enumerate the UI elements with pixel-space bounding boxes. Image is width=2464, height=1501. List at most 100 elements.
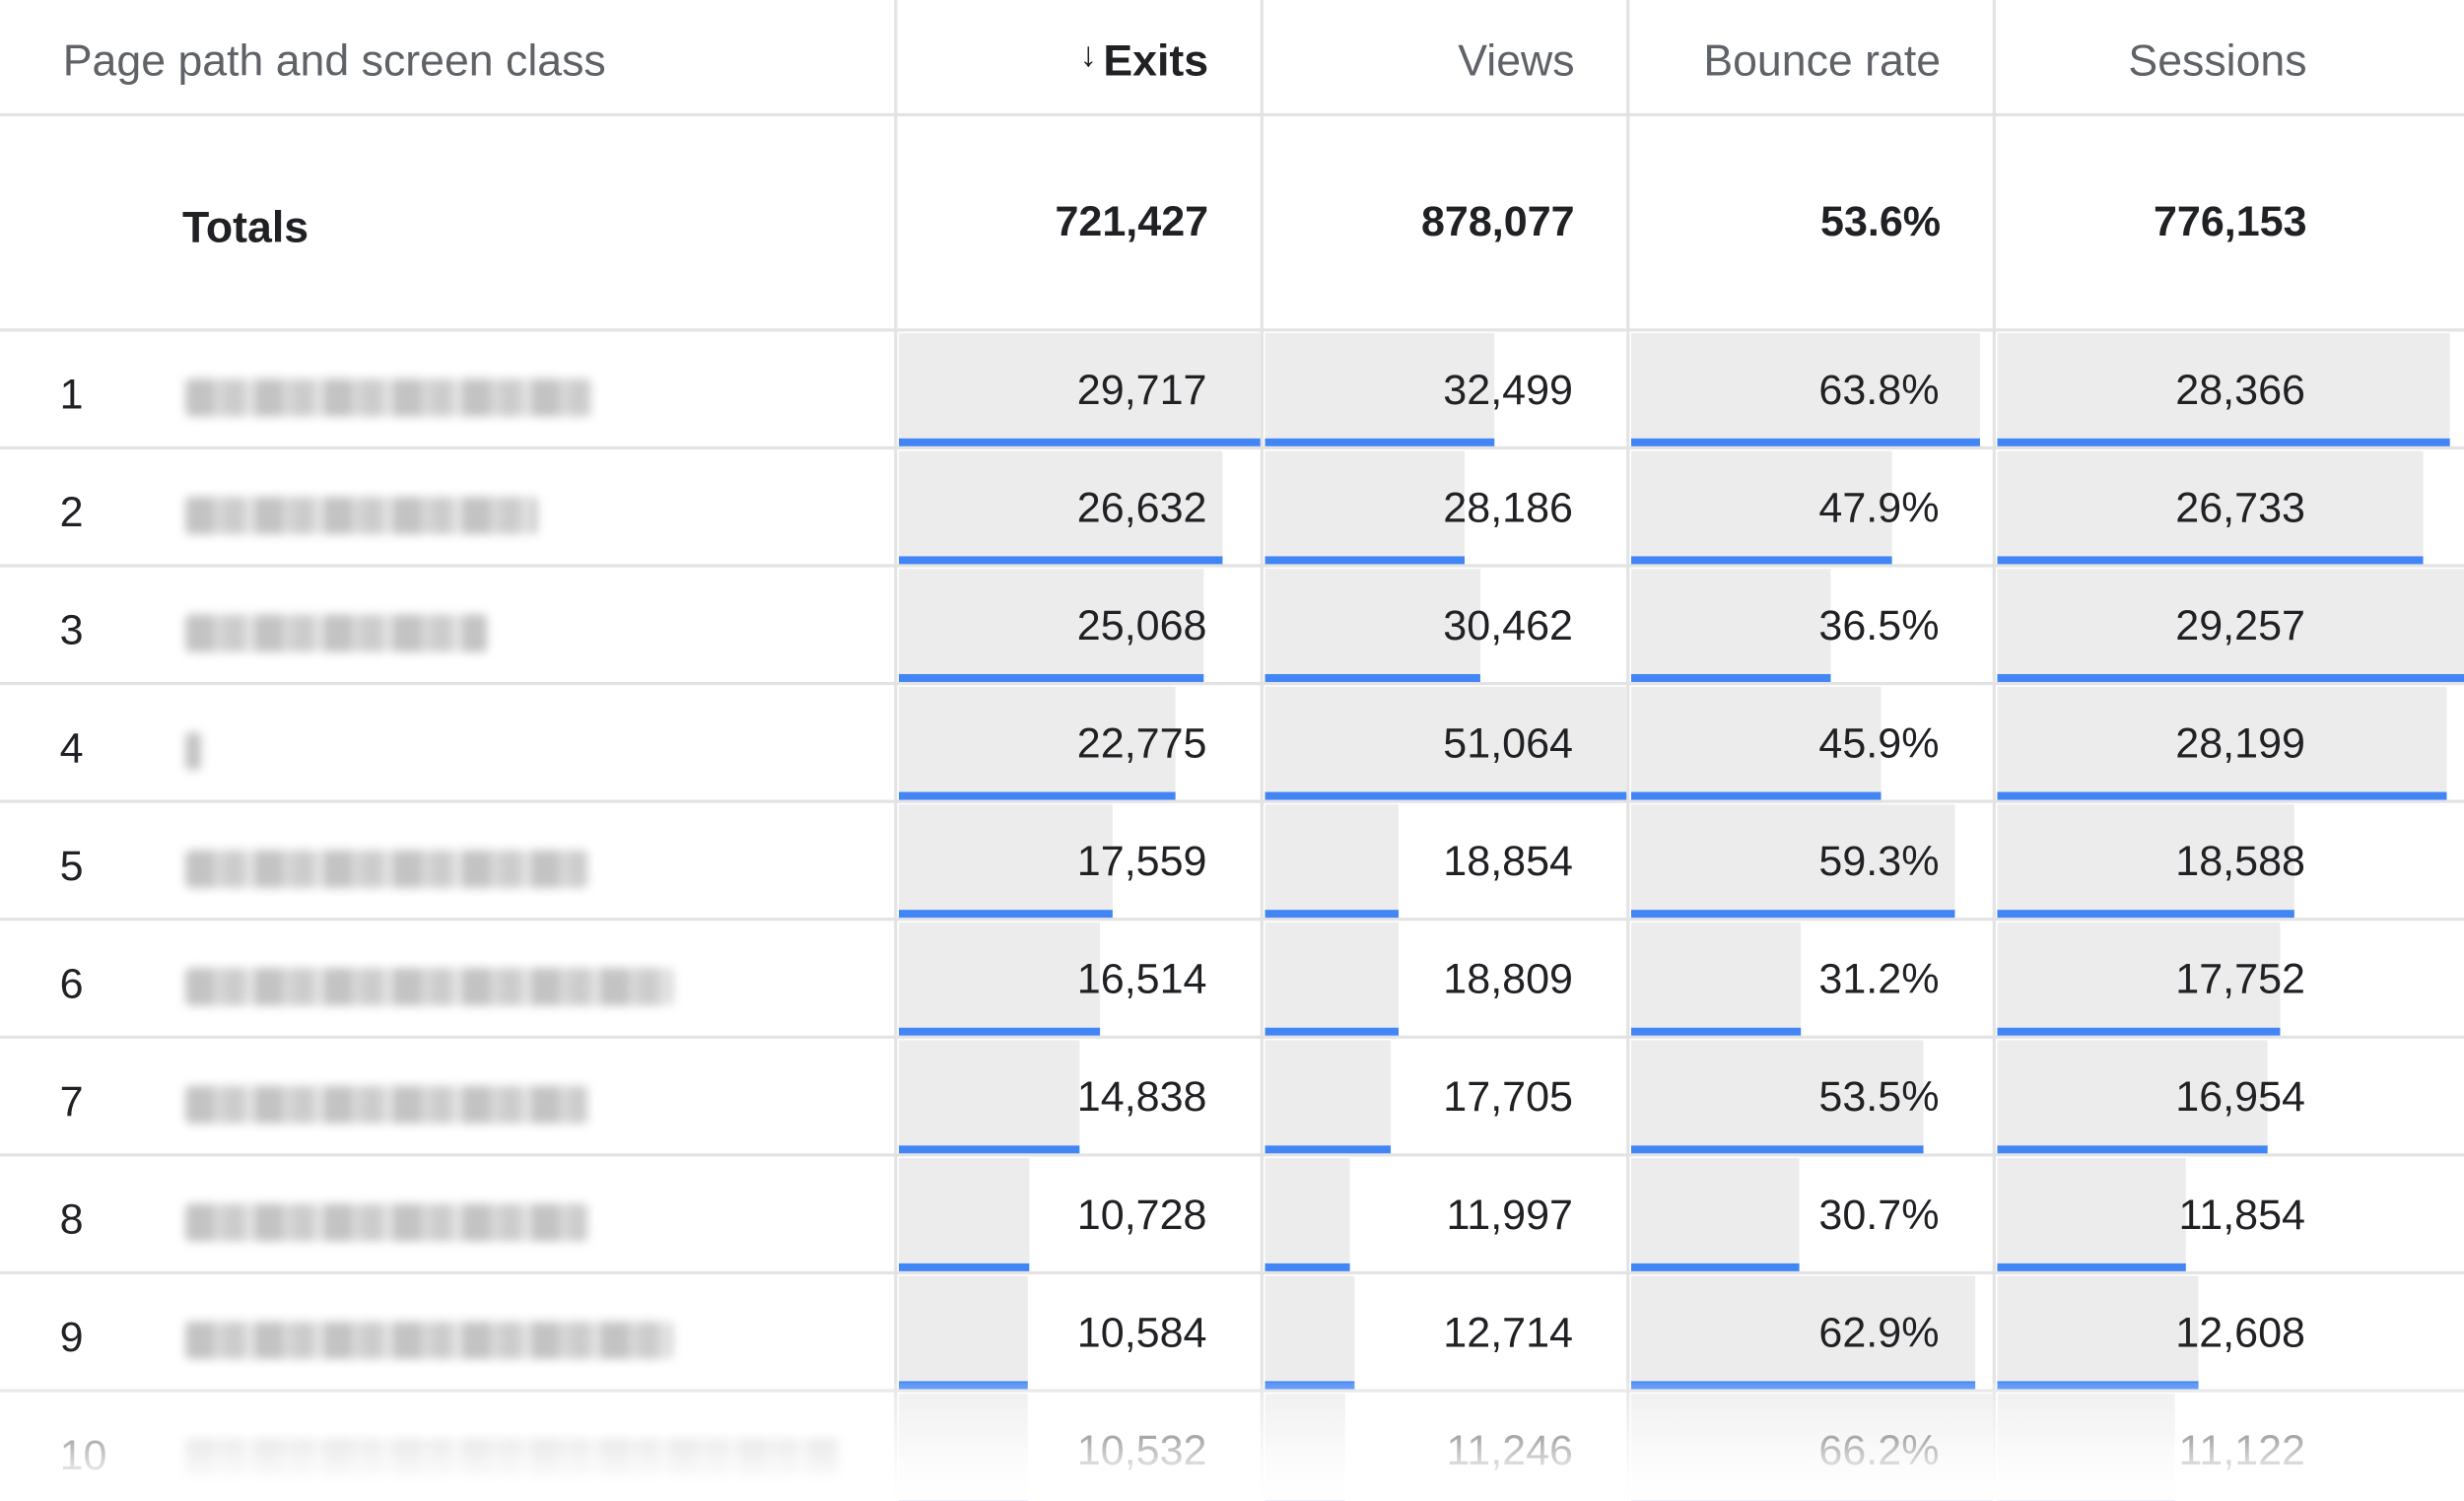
cell-bar-indicator — [1265, 1027, 1399, 1036]
cell-value: 51,064 — [1443, 719, 1573, 768]
column-header-page-path[interactable]: Page path and screen class — [62, 35, 606, 86]
table-row[interactable]: 10 10,532 11,246 66.2% 11,122 — [0, 1393, 2464, 1501]
cell-bounce-rate: 62.9% — [1630, 1274, 1993, 1390]
cell-value: 11,246 — [1446, 1426, 1573, 1474]
cell-bounce-rate: 53.5% — [1630, 1039, 1993, 1154]
redacted-page-path[interactable] — [185, 1085, 588, 1124]
redacted-page-path[interactable] — [185, 496, 538, 535]
cell-views: 11,997 — [1265, 1156, 1626, 1271]
cell-bar-indicator — [898, 1027, 1100, 1036]
cell-value: 29,717 — [1076, 366, 1207, 414]
table-row[interactable]: 2 26,632 28,186 47.9% 26,733 — [0, 449, 2464, 568]
cell-bar-background — [1630, 569, 1831, 674]
table-row[interactable]: 5 17,559 18,854 59.3% 18,588 — [0, 803, 2464, 921]
table-row[interactable]: 9 10,584 12,714 62.9% 12,608 — [0, 1274, 2464, 1393]
cell-value: 16,514 — [1076, 955, 1207, 1003]
row-rank: 5 — [59, 842, 84, 890]
cell-value: 31.2% — [1818, 955, 1940, 1003]
cell-bar-indicator — [1997, 1381, 2199, 1390]
cell-bar-indicator — [898, 1145, 1080, 1154]
cell-bar-indicator — [1265, 1381, 1355, 1390]
cell-bounce-rate: 31.2% — [1630, 921, 1993, 1036]
cell-bar-background — [1630, 804, 1955, 911]
table-row[interactable]: 4 22,775 51,064 45.9% 28,199 — [0, 685, 2464, 803]
cell-sessions: 18,588 — [1997, 803, 2464, 919]
cell-bounce-rate: 66.2% — [1630, 1393, 1993, 1501]
cell-value: 14,838 — [1076, 1072, 1207, 1121]
redacted-page-path[interactable] — [185, 614, 488, 652]
cell-bar-indicator — [1265, 673, 1481, 682]
row-rank: 2 — [59, 488, 84, 536]
row-rank: 1 — [59, 371, 84, 419]
redacted-page-path[interactable] — [185, 378, 591, 417]
cell-sessions: 16,954 — [1997, 1039, 2464, 1154]
cell-value: 26,733 — [2175, 484, 2305, 531]
cell-bar-indicator — [898, 1499, 1027, 1501]
cell-value: 22,775 — [1076, 719, 1207, 768]
cell-value: 25,068 — [1076, 601, 1207, 649]
cell-bar-background — [1997, 1158, 2187, 1263]
cell-bounce-rate: 36.5% — [1630, 568, 1993, 682]
column-header-views[interactable]: Views — [1458, 35, 1575, 86]
cell-exits: 16,514 — [898, 921, 1261, 1036]
cell-bar-background — [1997, 1394, 2175, 1500]
totals-views: 878,077 — [1420, 197, 1575, 245]
cell-bar-background — [1997, 921, 2281, 1028]
cell-bar-background — [1997, 1275, 2199, 1382]
column-header-bounce-rate[interactable]: Bounce rate — [1703, 35, 1942, 86]
column-header-exits-label: Exits — [1103, 35, 1209, 86]
redacted-page-path[interactable] — [185, 850, 588, 888]
cell-bar-background — [1997, 333, 2450, 439]
cell-bar-background — [1265, 804, 1399, 911]
cell-exits: 22,775 — [898, 685, 1261, 800]
cell-value: 10,728 — [1076, 1191, 1207, 1239]
column-header-exits[interactable]: ↓ Exits — [897, 0, 1208, 113]
cell-exits: 25,068 — [898, 568, 1261, 682]
redacted-page-path[interactable] — [185, 1439, 840, 1477]
cell-value: 17,705 — [1443, 1072, 1573, 1121]
cell-bar-background — [1265, 450, 1465, 557]
cell-value: 12,608 — [2175, 1309, 2305, 1356]
cell-views: 51,064 — [1265, 685, 1627, 800]
cell-bar-indicator — [1265, 1262, 1350, 1271]
cell-bounce-rate: 30.7% — [1630, 1156, 1993, 1271]
redacted-page-path[interactable] — [185, 968, 673, 1006]
cell-exits: 14,838 — [898, 1039, 1261, 1154]
cell-value: 10,584 — [1076, 1309, 1207, 1356]
table-row[interactable]: 6 16,514 18,809 31.2% 17,752 — [0, 921, 2464, 1039]
table-row[interactable]: 3 25,068 30,462 36.5% 29,257 — [0, 568, 2464, 686]
redacted-page-path[interactable] — [185, 731, 202, 771]
cell-views: 32,499 — [1265, 331, 1626, 446]
table-row[interactable]: 7 14,838 17,705 53.5% 16,954 — [0, 1039, 2464, 1157]
cell-bar-indicator — [898, 1381, 1028, 1390]
cell-bar-indicator — [1997, 1145, 2268, 1154]
table-row[interactable]: 8 10,728 11,997 30.7% 11,854 — [0, 1156, 2464, 1275]
totals-exits: 721,427 — [1055, 197, 1209, 245]
redacted-page-path[interactable] — [185, 1203, 588, 1242]
cell-bar-indicator — [1265, 910, 1399, 919]
cell-views: 17,705 — [1265, 1039, 1626, 1154]
cell-bounce-rate: 45.9% — [1630, 685, 1993, 800]
cell-bar-indicator — [1630, 438, 1980, 446]
cell-value: 66.2% — [1818, 1426, 1940, 1474]
table-row[interactable]: 1 29,717 32,499 63.8% 28,366 — [0, 331, 2464, 449]
cell-sessions: 29,257 — [1997, 568, 2464, 682]
cell-value: 59.3% — [1818, 837, 1940, 885]
cell-bar-indicator — [1630, 791, 1882, 800]
row-rank: 6 — [59, 960, 84, 1008]
cell-sessions: 28,199 — [1997, 685, 2464, 800]
cell-bar-background — [898, 686, 1177, 792]
cell-bar-background — [1630, 1275, 1975, 1382]
cell-value: 17,559 — [1076, 837, 1207, 885]
column-header-sessions[interactable]: Sessions — [2128, 35, 2307, 86]
cell-bar-indicator — [1997, 1027, 2281, 1036]
cell-value: 28,186 — [1443, 484, 1573, 531]
cell-bar-indicator — [1630, 1262, 1800, 1271]
cell-bar-indicator — [1997, 1262, 2187, 1271]
redacted-page-path[interactable] — [185, 1321, 673, 1360]
totals-bounce-rate: 53.6% — [1820, 197, 1942, 245]
cell-bar-indicator — [1997, 438, 2450, 446]
cell-bar-background — [898, 1158, 1030, 1263]
cell-value: 26,632 — [1076, 484, 1207, 531]
cell-views: 28,186 — [1265, 449, 1626, 565]
